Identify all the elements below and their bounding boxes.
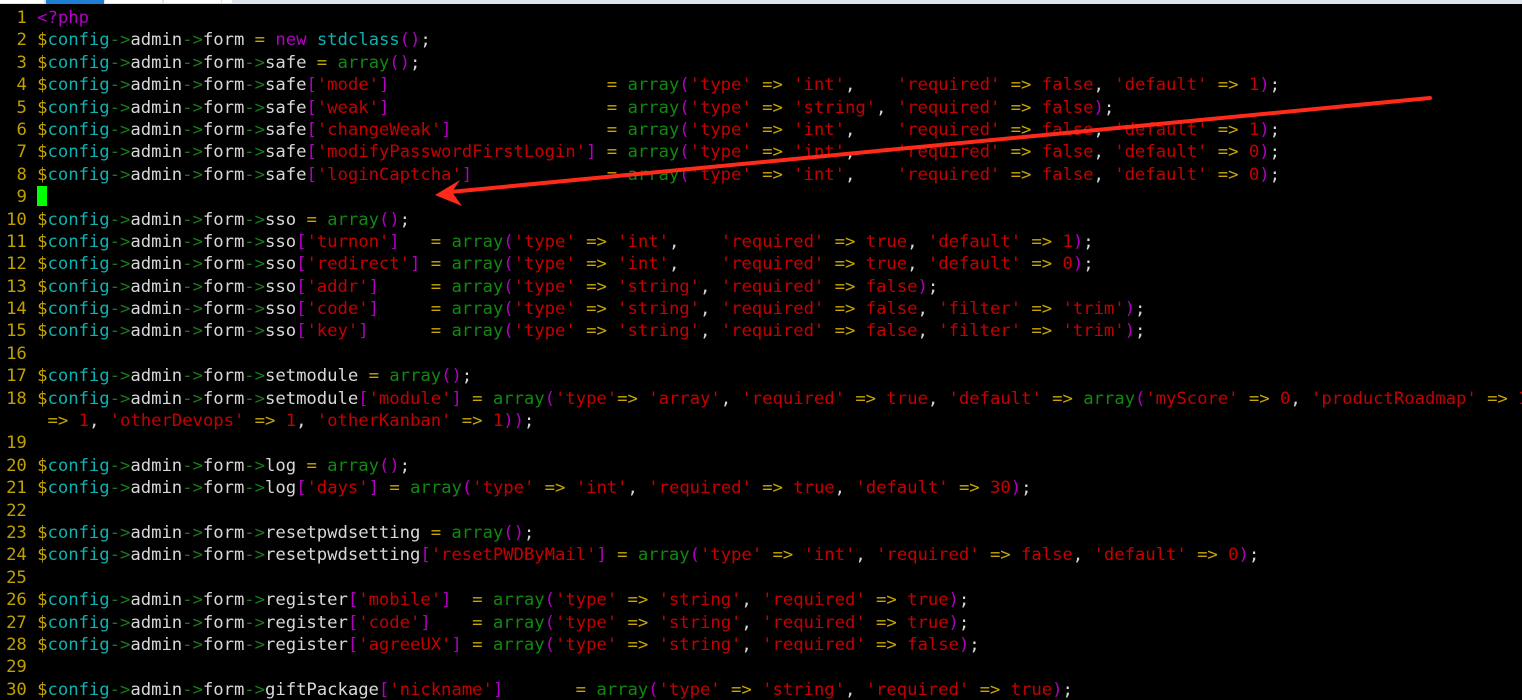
code-line: 28 $config->admin->form->register['agree… [0, 634, 1522, 656]
tab[interactable] [105, 0, 162, 3]
code-line: 2 $config->admin->form = new stdclass(); [0, 29, 1522, 51]
text-cursor [37, 186, 48, 207]
line-number: 17 [6, 366, 27, 387]
code-text: $config->admin->form->safe['mode'] = arr… [37, 75, 1280, 96]
line-number: 9 [16, 187, 27, 208]
code-text: $config->admin->form->log = array(); [37, 455, 411, 476]
code-text: $config->admin->form->sso['redirect'] = … [37, 254, 1094, 275]
tab[interactable] [0, 0, 44, 3]
line-number: 21 [6, 478, 27, 499]
line-number: 11 [6, 231, 27, 252]
code-text: $config->admin->form->sso['key'] = array… [37, 321, 1146, 342]
line-number: 16 [6, 343, 27, 364]
line-number: 13 [6, 276, 27, 297]
code-line: 4 $config->admin->form->safe['mode'] = a… [0, 74, 1522, 96]
code-line: 22 [0, 500, 1522, 522]
line-number: 19 [6, 433, 27, 454]
code-line: 8 $config->admin->form->safe['loginCaptc… [0, 164, 1522, 186]
line-number: 25 [6, 567, 27, 588]
line-number: 10 [6, 209, 27, 230]
code-line: 26 $config->admin->form->register['mobil… [0, 589, 1522, 611]
line-number: 12 [6, 254, 27, 275]
code-line: 1 <?php [0, 7, 1522, 29]
code-text: $config->admin->form->safe['weak'] = arr… [37, 97, 1115, 118]
code-text: $config->admin->form->resetpwdsetting = … [37, 522, 535, 543]
code-line: 27 $config->admin->form->register['code'… [0, 612, 1522, 634]
code-line: 5 $config->admin->form->safe['weak'] = a… [0, 97, 1522, 119]
code-line: 18 $config->admin->form->setmodule['modu… [0, 388, 1522, 410]
code-line: 10 $config->admin->form->sso = array(); [0, 209, 1522, 231]
code-text: $config->admin->form = new stdclass(); [37, 30, 431, 51]
code-text: $config->admin->form->sso['turnon'] = ar… [37, 231, 1094, 252]
code-text: $config->admin->form->sso = array(); [37, 209, 411, 230]
code-line: 25 [0, 567, 1522, 589]
code-line: 7 $config->admin->form->safe['modifyPass… [0, 141, 1522, 163]
line-number: 23 [6, 522, 27, 543]
code-line: 9 [0, 186, 1522, 208]
code-line: 20 $config->admin->form->log = array(); [0, 455, 1522, 477]
code-line: 16 [0, 343, 1522, 365]
code-text: $config->admin->form->setmodule['module'… [37, 388, 1522, 409]
code-line: 29 [0, 656, 1522, 678]
code-line: 6 $config->admin->form->safe['changeWeak… [0, 119, 1522, 141]
tab[interactable] [164, 0, 221, 3]
line-number: 20 [6, 455, 27, 476]
code-line: 12 $config->admin->form->sso['redirect']… [0, 253, 1522, 275]
vim-editor[interactable]: 1 <?php 2 $config->admin->form = new stdc… [0, 7, 1522, 700]
code-text: $config->admin->form->resetpwdsetting['r… [37, 545, 1260, 566]
code-line: 17 $config->admin->form->setmodule = arr… [0, 365, 1522, 387]
line-number: 18 [6, 388, 27, 409]
code-text: $config->admin->form->register['agreeUX'… [37, 634, 980, 655]
line-number: 3 [16, 52, 27, 73]
code-line: 24 $config->admin->form->resetpwdsetting… [0, 544, 1522, 566]
code-text: => 1, 'otherDevops' => 1, 'otherKanban' … [47, 411, 535, 432]
line-number: 1 [16, 8, 27, 28]
line-number: 28 [6, 634, 27, 655]
code-text: $config->admin->form->sso['addr'] = arra… [37, 276, 939, 297]
line-number: 30 [6, 679, 27, 700]
line-number: 8 [16, 164, 27, 185]
code-text: $config->admin->form->giftPackage['nickn… [37, 679, 1073, 700]
code-text: $config->admin->form->setmodule = array(… [37, 366, 473, 387]
line-number: 15 [6, 321, 27, 342]
code-line: 21 $config->admin->form->log['days'] = a… [0, 477, 1522, 499]
code-text: $config->admin->form->safe['loginCaptcha… [37, 164, 1280, 185]
code-text: $config->admin->form->safe['modifyPasswo… [37, 142, 1280, 163]
code-line: 14 $config->admin->form->sso['code'] = a… [0, 298, 1522, 320]
terminal-tab-strip [0, 0, 1522, 4]
line-number: 7 [16, 142, 27, 163]
line-number: 29 [6, 657, 27, 678]
tab-active[interactable] [46, 0, 104, 4]
code-text: <?php [37, 8, 89, 28]
code-text: $config->admin->form->safe = array(); [37, 52, 421, 73]
tab[interactable] [222, 0, 232, 3]
line-number: 4 [16, 75, 27, 96]
line-number: 5 [16, 97, 27, 118]
code-text: $config->admin->form->register['mobile']… [37, 590, 970, 611]
code-line: 19 [0, 432, 1522, 454]
line-number: 26 [6, 590, 27, 611]
code-line: 30 $config->admin->form->giftPackage['ni… [0, 679, 1522, 700]
code-line: 11 $config->admin->form->sso['turnon'] =… [0, 231, 1522, 253]
code-text: $config->admin->form->sso['code'] = arra… [37, 299, 1146, 320]
line-number: 6 [16, 119, 27, 140]
code-line: => 1, 'otherDevops' => 1, 'otherKanban' … [0, 410, 1522, 432]
line-number: 22 [6, 500, 27, 521]
code-line: 13 $config->admin->form->sso['addr'] = a… [0, 276, 1522, 298]
code-text: $config->admin->form->register['code'] =… [37, 612, 970, 633]
code-line: 15 $config->admin->form->sso['key'] = ar… [0, 320, 1522, 342]
line-number: 14 [6, 299, 27, 320]
code-line: 3 $config->admin->form->safe = array(); [0, 52, 1522, 74]
line-number: 27 [6, 612, 27, 633]
code-line: 23 $config->admin->form->resetpwdsetting… [0, 522, 1522, 544]
line-number: 24 [6, 545, 27, 566]
code-text: $config->admin->form->safe['changeWeak']… [37, 119, 1280, 140]
code-text: $config->admin->form->log['days'] = arra… [37, 478, 1032, 499]
line-number: 2 [16, 30, 27, 51]
